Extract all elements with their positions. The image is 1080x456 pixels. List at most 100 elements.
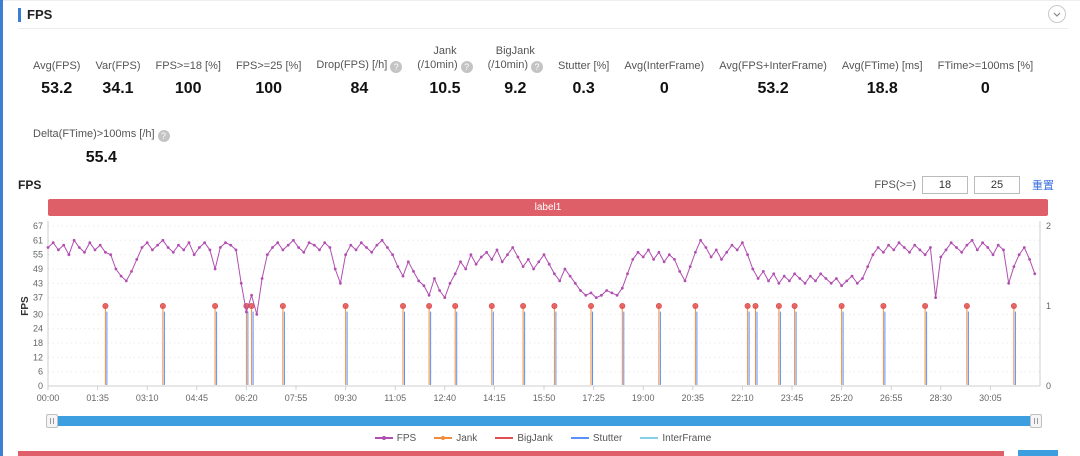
svg-text:00:00: 00:00 — [37, 393, 60, 403]
svg-text:20:35: 20:35 — [682, 393, 705, 403]
legend-marker-icon — [374, 433, 393, 443]
stat-value: 53.2 — [41, 80, 73, 97]
stat-label: Avg(FPS) — [33, 60, 81, 72]
svg-text:43: 43 — [33, 278, 43, 288]
stat-value: 34.1 — [102, 80, 134, 97]
svg-text:24: 24 — [33, 324, 43, 334]
legend-item[interactable]: FPS — [374, 433, 416, 444]
svg-text:18: 18 — [33, 338, 43, 348]
svg-text:30:05: 30:05 — [979, 393, 1002, 403]
svg-text:22:10: 22:10 — [731, 393, 754, 403]
stat-value: 0.3 — [572, 80, 595, 97]
svg-text:01:35: 01:35 — [86, 393, 109, 403]
chart-scrollbar[interactable] — [46, 414, 1042, 428]
stat-label: FPS>=25 [%] — [235, 60, 302, 72]
stat-label: Jank — [433, 45, 457, 57]
help-icon[interactable]: ? — [157, 130, 170, 142]
collapse-button[interactable] — [1048, 5, 1066, 23]
chart-legend: FPS Jank BigJank Stutter InterFrame — [18, 431, 1068, 445]
legend-label: InterFrame — [662, 432, 712, 444]
stat-item: Avg(InterFrame) 0 — [624, 43, 704, 98]
stat-value: 0 — [659, 80, 669, 97]
legend-marker-icon — [495, 433, 514, 443]
stat-value: 53.2 — [757, 80, 789, 97]
legend-item[interactable]: BigJank — [495, 433, 553, 444]
svg-text:14:15: 14:15 — [483, 393, 506, 403]
svg-text:09:30: 09:30 — [334, 393, 357, 403]
stats-row: Avg(FPS) 53.2 Var(FPS) 34.1 FPS>=18 [%] … — [18, 43, 1068, 98]
panel-header: FPS — [18, 1, 1068, 29]
next-section-blue-partial — [1018, 450, 1058, 456]
legend-item[interactable]: Jank — [434, 433, 477, 444]
stat-item: Delta(FTime)>100ms [/h]? 55.4 — [33, 112, 170, 167]
stat-label-sub: (/10min) — [417, 59, 458, 71]
svg-text:0: 0 — [38, 381, 43, 391]
title-accent-bar — [18, 7, 21, 22]
jank-spikes — [102, 303, 1017, 385]
stat-label: FTime>=100ms [%] — [937, 60, 1034, 72]
stat-label: Avg(FPS+InterFrame) — [719, 60, 827, 72]
grid-and-left-ticks: 0 6 12 18 24 30 37 43 49 55 61 67 — [33, 221, 1040, 391]
scrollbar-track[interactable] — [48, 416, 1040, 426]
legend-marker-icon — [570, 433, 589, 443]
stat-label: FPS>=18 [%] — [155, 60, 221, 72]
fps-panel: FPS Avg(FPS) 53.2 Var(FPS) 34.1 FPS>=18 … — [0, 0, 1080, 445]
svg-text:03:10: 03:10 — [136, 393, 159, 403]
right-axis-title: Jank — [1061, 295, 1062, 318]
panel-title: FPS — [27, 7, 53, 22]
stats-row-second: Delta(FTime)>100ms [/h]? 55.4 — [18, 112, 1068, 167]
scrollbar-right-handle[interactable] — [1030, 414, 1042, 428]
chart-label-banner: label1 — [48, 199, 1048, 216]
scrollbar-left-handle[interactable] — [46, 414, 58, 428]
svg-text:12:40: 12:40 — [434, 393, 457, 403]
svg-text:67: 67 — [33, 221, 43, 231]
help-icon[interactable]: ? — [460, 61, 473, 73]
legend-item[interactable]: InterFrame — [640, 433, 711, 444]
legend-item[interactable]: Stutter — [570, 432, 623, 444]
threshold-low-input[interactable] — [922, 176, 968, 194]
stat-label: Drop(FPS) [/h] — [316, 59, 388, 71]
reset-link[interactable]: 重置 — [1032, 180, 1054, 192]
svg-text:37: 37 — [33, 293, 43, 303]
stat-item: FPS>=25 [%] 100 — [236, 43, 301, 98]
stat-label: Stutter [%] — [557, 60, 610, 72]
help-icon[interactable]: ? — [530, 61, 543, 73]
svg-text:0: 0 — [1046, 381, 1051, 391]
svg-text:07:55: 07:55 — [285, 393, 308, 403]
legend-marker-icon — [434, 433, 453, 443]
svg-text:11:05: 11:05 — [384, 393, 406, 403]
svg-text:2: 2 — [1046, 221, 1051, 231]
svg-text:30: 30 — [33, 309, 43, 319]
threshold-label: FPS(>=) — [874, 179, 916, 191]
stat-item: Avg(FPS+InterFrame) 53.2 — [719, 43, 827, 98]
stat-item: Avg(FTime) [ms] 18.8 — [842, 43, 923, 98]
stat-value: 100 — [255, 80, 283, 97]
stat-value: 100 — [174, 80, 202, 97]
x-axis-labels: 00:00 01:35 03:10 04:45 06:20 07:55 09:30 11:05… — [37, 386, 1002, 403]
threshold-high-input[interactable] — [974, 176, 1020, 194]
svg-text:55: 55 — [33, 250, 43, 260]
legend-label: Stutter — [592, 432, 623, 444]
help-icon[interactable]: ? — [390, 61, 403, 73]
stat-item: Stutter [%] 0.3 — [558, 43, 609, 98]
stat-label: BigJank — [495, 45, 535, 57]
stat-item: FPS>=18 [%] 100 — [156, 43, 221, 98]
stat-value: 84 — [350, 80, 369, 97]
svg-text:04:45: 04:45 — [186, 393, 209, 403]
stat-value: 10.5 — [429, 80, 461, 97]
legend-label: BigJank — [517, 432, 553, 444]
svg-text:12: 12 — [33, 352, 43, 362]
legend-marker-icon — [640, 433, 659, 443]
stat-item: Drop(FPS) [/h]? 84 — [316, 43, 403, 98]
fps-line-series — [46, 238, 1037, 316]
svg-text:1: 1 — [1046, 301, 1051, 311]
stat-label: Delta(FTime)>100ms [/h] — [33, 128, 155, 140]
stat-item: Jank (/10min)? 10.5 — [417, 43, 473, 98]
svg-text:15:50: 15:50 — [533, 393, 556, 403]
chart-title: FPS — [18, 178, 42, 192]
right-ticks: 0 1 2 — [1046, 221, 1051, 391]
stat-value: 0 — [980, 80, 990, 97]
svg-text:23:45: 23:45 — [781, 393, 804, 403]
stat-item: Avg(FPS) 53.2 — [33, 43, 80, 98]
